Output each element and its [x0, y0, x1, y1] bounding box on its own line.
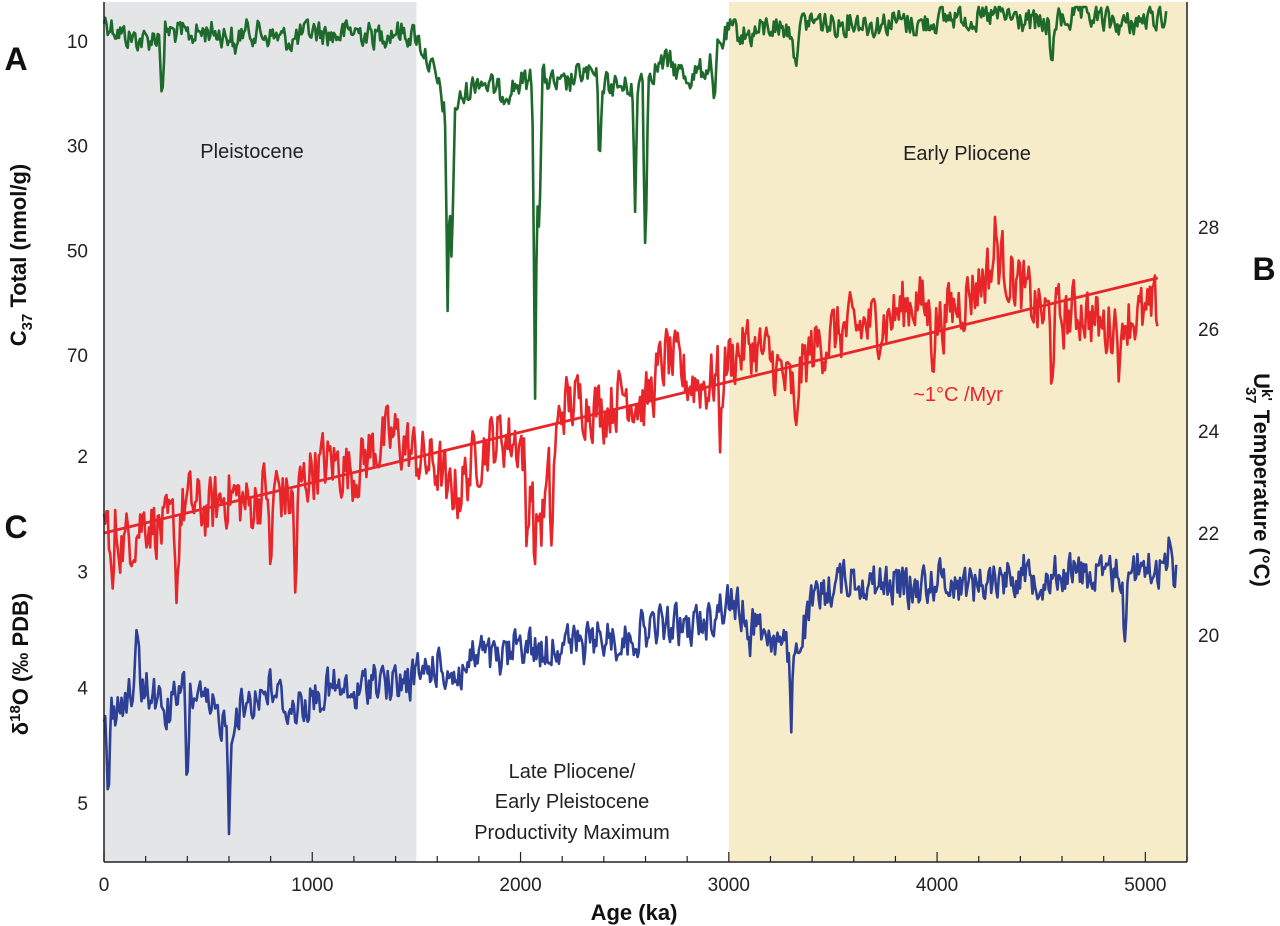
region-label-late-pliocene-3: Productivity Maximum [474, 822, 670, 844]
series-line-a [102, 5, 1168, 400]
trend-line [103, 276, 1159, 535]
y-axis-label-b: Uk'37 Temperature (°C) [1242, 373, 1275, 587]
y-tick-label-b: 26 [1198, 320, 1219, 341]
region-shading [104, 2, 1187, 862]
x-tick-label: 5000 [1124, 875, 1166, 896]
y-tick-label-c: 2 [77, 447, 88, 468]
trend-annotation: ~1°C /Myr [913, 384, 1003, 406]
y-tick-label-b: 20 [1198, 626, 1219, 647]
panel-letter-a: A [4, 41, 27, 77]
panel-letter-c: C [4, 509, 27, 545]
x-tick-label: 0 [99, 875, 110, 896]
y-tick-label-a: 70 [67, 346, 88, 367]
region-early-pliocene [728, 2, 1187, 862]
axis-ticks: 0 1000 2000 3000 4000 50001030507020222426282… [67, 32, 1220, 896]
y-axis-label-a: C37 Total (nmol/g) [6, 164, 36, 346]
region-label-late-pliocene-1: Late Pliocene/ [509, 761, 636, 783]
y-tick-label-c: 4 [77, 678, 88, 699]
panel-letter-b: B [1252, 251, 1275, 287]
x-axis-title: Age (ka) [591, 900, 678, 925]
y-tick-label-c: 5 [77, 794, 88, 815]
y-tick-label-c: 3 [77, 563, 88, 584]
x-tick-label: 1000 [291, 875, 333, 896]
y-tick-label-a: 50 [67, 241, 88, 262]
y-tick-label-b: 24 [1198, 422, 1220, 443]
x-tick-label: 4000 [916, 875, 958, 896]
region-label-pleistocene: Pleistocene [200, 141, 303, 163]
data-series [102, 5, 1178, 836]
x-tick-label: 3000 [708, 875, 750, 896]
x-tick-label: 2000 [499, 875, 541, 896]
region-pleistocene [104, 2, 417, 862]
region-label-early-pliocene: Early Pliocene [903, 143, 1031, 165]
y-tick-label-b: 22 [1198, 524, 1219, 545]
region-label-late-pliocene-2: Early Pleistocene [495, 791, 650, 813]
y-tick-label-b: 28 [1198, 218, 1219, 239]
y-tick-label-a: 30 [67, 137, 88, 158]
series-line-c [102, 536, 1178, 836]
y-tick-label-a: 10 [67, 32, 88, 53]
y-axis-label-c: δ18O (‰ PDB) [7, 593, 33, 735]
